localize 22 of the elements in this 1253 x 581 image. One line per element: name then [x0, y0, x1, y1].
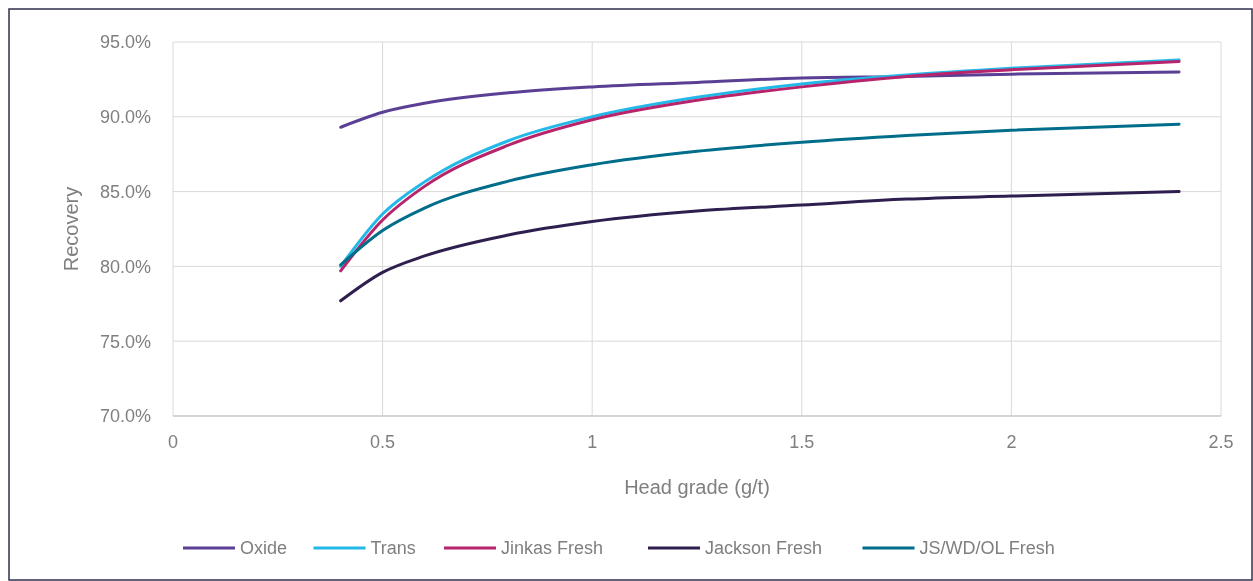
legend-label: Oxide [240, 538, 288, 558]
y-tick-label: 80.0% [99, 256, 151, 277]
x-tick-label: 2.5 [1208, 432, 1234, 452]
x-tick-label: 1 [587, 432, 598, 452]
y-tick-label: 90.0% [99, 107, 151, 128]
line-series [339, 70, 1181, 129]
x-axis-title: Head grade (g/t) [624, 476, 770, 498]
legend-label: Jinkas Fresh [501, 538, 604, 558]
y-tick-label: 70.0% [99, 406, 151, 427]
x-tick-label: 0.5 [370, 432, 396, 452]
y-tick-label: 75.0% [99, 331, 151, 352]
legend-label: Jackson Fresh [705, 538, 823, 558]
y-tick-label: 85.0% [99, 181, 151, 202]
y-axis-title: Recovery [60, 186, 82, 272]
x-tick-label: 2 [1006, 432, 1017, 452]
legend-label: Trans [370, 538, 416, 558]
line-series [339, 190, 1181, 303]
line-series [339, 122, 1181, 267]
x-tick-label: 1.5 [789, 432, 815, 452]
legend-label: JS/WD/OL Fresh [919, 538, 1055, 558]
y-tick-label: 95.0% [99, 32, 151, 53]
x-tick-label: 0 [167, 432, 179, 452]
